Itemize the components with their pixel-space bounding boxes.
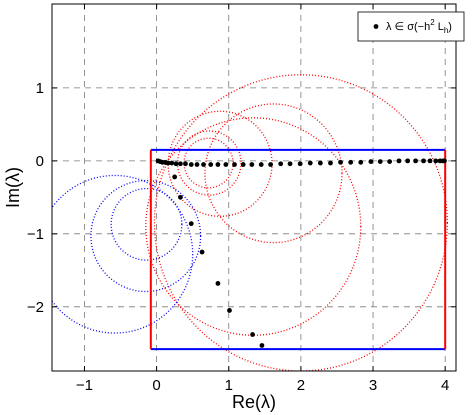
eigenvalue-point — [287, 161, 293, 167]
y-axis-label: Im(λ) — [3, 167, 23, 208]
eigenvalue-point — [338, 159, 343, 165]
eigenvalue-point — [183, 161, 188, 167]
x-tick-label: 2 — [297, 377, 305, 394]
y-tick-label: 1 — [36, 80, 44, 97]
x-tick-label: 1 — [225, 377, 233, 394]
eigenvalue-point — [396, 158, 402, 164]
eigenvalue-point — [208, 162, 214, 167]
legend-label-main: λ ∈ σ(−h — [386, 21, 430, 33]
legend-label-mid: L — [435, 21, 444, 33]
x-tick-label: 0 — [152, 377, 160, 394]
plot-area-background — [52, 4, 456, 371]
eigenvalue-point — [297, 161, 303, 167]
x-tick-label: −1 — [76, 377, 93, 394]
data-layer — [52, 74, 448, 371]
gershgorin-circle-red — [145, 117, 362, 336]
x-axis-label: Re(λ) — [232, 392, 276, 412]
eigenvalue-point — [232, 162, 237, 167]
y-tick-label: 0 — [36, 153, 44, 170]
eigenvalue-point — [215, 162, 221, 167]
eigenvalue-point — [227, 308, 232, 313]
eigenvalue-point — [387, 159, 393, 164]
eigenvalue-point — [433, 158, 439, 164]
y-tick-label: −2 — [27, 299, 44, 316]
eigenvalue-point — [258, 162, 264, 167]
eigenvalue-point — [165, 160, 171, 166]
y-tick-label: −1 — [27, 226, 44, 243]
gershgorin-circle-red — [176, 130, 242, 196]
eigenvalue-point — [215, 281, 221, 286]
eigenvalue-point — [201, 162, 206, 167]
eigenvalue-point — [223, 162, 229, 167]
eigenvalue-point — [172, 174, 178, 180]
legend: λ ∈ σ(−h2 Lh) — [357, 11, 465, 42]
eigenvalue-point — [328, 160, 333, 166]
eigenvalue-point — [249, 162, 255, 167]
eigenvalue-point — [421, 158, 426, 164]
legend-label-sub: h — [444, 26, 448, 35]
gershgorin-circle-blue — [52, 174, 194, 334]
tick-labels: −1 0 1 2 3 4 −2 −1 0 1 — [27, 80, 449, 394]
eigenvalue-point — [240, 162, 246, 167]
eigenvalue-point — [178, 161, 183, 167]
eigenvalue-point — [358, 159, 364, 165]
legend-label-sup: 2 — [430, 18, 435, 27]
eigenvalue-point — [377, 159, 383, 164]
eigenvalue-point — [405, 158, 411, 164]
eigenvalue-point — [368, 159, 374, 164]
eigenvalue-point — [259, 343, 265, 348]
eigenvalue-point — [173, 161, 179, 167]
axes-frame — [51, 3, 457, 372]
eigenvalue-point — [169, 160, 175, 166]
gershgorin-circle-blue — [90, 179, 202, 293]
tick-marks — [52, 4, 456, 371]
eigenvalue-point — [268, 162, 273, 167]
eigenvalue-point — [194, 162, 200, 167]
eigenvalue-point — [348, 159, 354, 165]
eigenvalue-point — [442, 158, 447, 164]
eigenvalue-point — [317, 160, 323, 166]
eigenvalue-point — [188, 162, 194, 167]
gershgorin-circle-blue — [110, 187, 183, 261]
x-tick-label: 3 — [369, 377, 377, 394]
eigenvalue-point — [307, 160, 313, 166]
x-tick-label: 4 — [441, 377, 449, 394]
eigenvalue-point — [199, 249, 205, 255]
eigenvalue-point — [188, 221, 194, 227]
legend-marker-dot — [373, 24, 379, 29]
eigenvalue-point — [250, 332, 255, 337]
eigenvalue-point — [413, 158, 418, 164]
eigenvalue-point — [178, 194, 183, 200]
legend-label-end: ) — [448, 21, 452, 33]
eigenvalue-point — [427, 158, 433, 164]
grid-lines — [52, 4, 456, 371]
legend-label: λ ∈ σ(−h2 Lh) — [386, 18, 452, 35]
gershgorin-circle-red — [204, 103, 343, 244]
eigenvalue-point — [278, 161, 284, 167]
gershgorin-circle-red — [153, 74, 448, 371]
